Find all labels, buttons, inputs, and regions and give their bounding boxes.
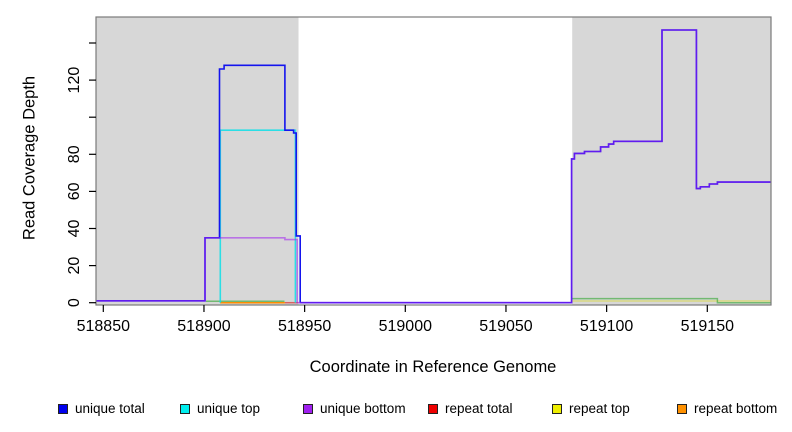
legend-swatch-icon bbox=[303, 404, 313, 414]
y-tick-label: 80 bbox=[66, 145, 83, 163]
x-tick-label: 518950 bbox=[278, 318, 331, 335]
series-unlabeled-green bbox=[571, 297, 771, 304]
x-tick-label: 519150 bbox=[681, 318, 734, 335]
legend-swatch-icon bbox=[428, 404, 438, 414]
x-tick-label: 519050 bbox=[479, 318, 532, 335]
legend-label: repeat bottom bbox=[694, 401, 778, 416]
x-tick-label: 519100 bbox=[580, 318, 633, 335]
y-tick-label: 60 bbox=[66, 182, 83, 200]
legend-label: repeat top bbox=[569, 401, 630, 416]
background-band bbox=[298, 17, 573, 305]
y-axis-title: Read Coverage Depth bbox=[20, 75, 39, 241]
legend-label: unique total bbox=[75, 401, 145, 416]
legend-label: repeat total bbox=[445, 401, 513, 416]
x-axis-title: Coordinate in Reference Genome bbox=[309, 358, 557, 376]
background-band bbox=[95, 17, 299, 305]
background-band bbox=[572, 17, 771, 305]
legend-swatch-icon bbox=[552, 404, 562, 414]
legend-swatch-icon bbox=[180, 404, 190, 414]
x-tick-label: 519000 bbox=[379, 318, 432, 335]
legend-swatch-icon bbox=[677, 404, 687, 414]
y-tick-label: 20 bbox=[66, 257, 83, 275]
series-unique-bottom bbox=[95, 29, 771, 304]
y-tick-label: 0 bbox=[66, 298, 83, 307]
legend: unique total unique top unique bottom repea… bbox=[0, 398, 792, 424]
legend-swatch-icon bbox=[58, 404, 68, 414]
x-tick-label: 518850 bbox=[77, 318, 130, 335]
y-tick-label: 120 bbox=[66, 67, 83, 94]
plot-border bbox=[95, 16, 772, 306]
legend-label: unique bottom bbox=[320, 401, 406, 416]
y-tick-label: 40 bbox=[66, 220, 83, 238]
x-tick-label: 518900 bbox=[177, 318, 230, 335]
legend-label: unique top bbox=[197, 401, 261, 416]
